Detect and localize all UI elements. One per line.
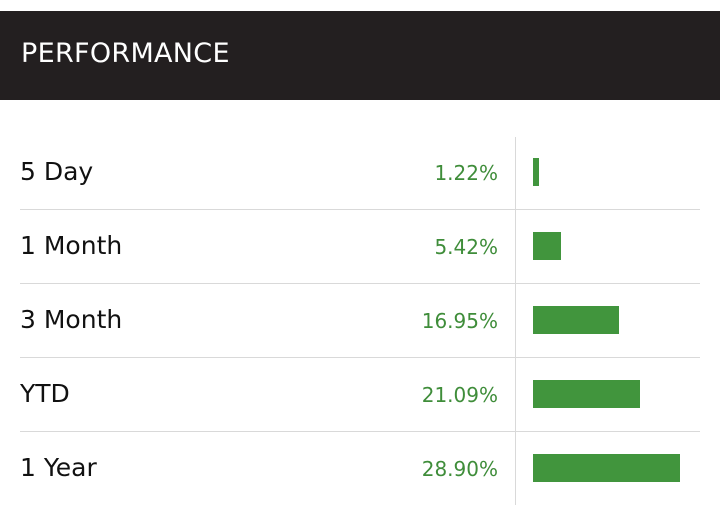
- performance-bar: [533, 232, 561, 260]
- period-label: YTD: [20, 379, 70, 408]
- row-divider: [20, 209, 700, 210]
- change-percent: 5.42%: [434, 235, 498, 259]
- performance-bar: [533, 306, 619, 334]
- section-title: PERFORMANCE: [21, 38, 230, 69]
- period-label: 3 Month: [20, 305, 123, 334]
- performance-row: 3 Month 16.95%: [20, 285, 700, 358]
- performance-row: 5 Day 1.22%: [20, 137, 700, 210]
- performance-row: 1 Year 28.90%: [20, 433, 700, 506]
- change-percent: 16.95%: [421, 309, 498, 333]
- performance-bar: [533, 380, 640, 408]
- change-percent: 28.90%: [421, 457, 498, 481]
- period-label: 5 Day: [20, 157, 94, 186]
- change-percent: 21.09%: [421, 383, 498, 407]
- performance-bar: [533, 158, 539, 186]
- performance-row: 1 Month 5.42%: [20, 211, 700, 284]
- performance-row: YTD 21.09%: [20, 359, 700, 432]
- performance-bar: [533, 454, 680, 482]
- row-divider: [20, 431, 700, 432]
- performance-header: PERFORMANCE: [0, 11, 720, 100]
- row-divider: [20, 357, 700, 358]
- row-divider: [20, 283, 700, 284]
- column-divider: [515, 137, 516, 505]
- period-label: 1 Month: [20, 231, 123, 260]
- period-label: 1 Year: [20, 453, 97, 482]
- change-percent: 1.22%: [434, 161, 498, 185]
